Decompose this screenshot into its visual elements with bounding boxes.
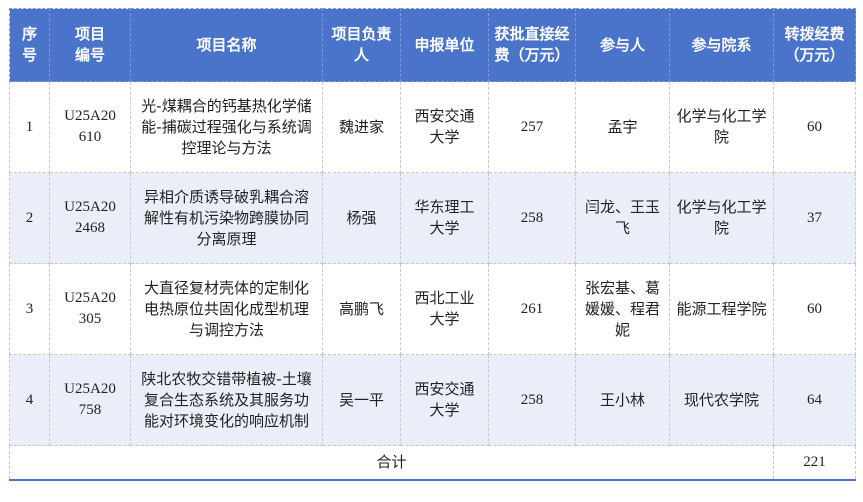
- header-name: 项目名称: [130, 8, 323, 82]
- cell-no: 4: [9, 354, 50, 446]
- header-row: 序号 项目编号 项目名称 项目负责人 申报单位 获批直接经费（万元） 参与人 参…: [9, 8, 856, 82]
- cell-no: 2: [9, 172, 50, 264]
- header-direct-funding: 获批直接经费（万元）: [488, 8, 576, 82]
- cell-code: U25A20610: [49, 81, 131, 173]
- cell-name: 陕北农牧交错带植被-土壤复合生态系统及其服务功能对环境变化的响应机制: [130, 354, 323, 446]
- table-row: 3 U25A20305 大直径复材壳体的定制化电热原位共固化成型机理与调控方法 …: [9, 263, 856, 355]
- cell-leader: 高鹏飞: [322, 263, 401, 355]
- cell-transfer-funding: 60: [773, 81, 856, 173]
- cell-name: 光-煤耦合的钙基热化学储能-捕碳过程强化与系统调控理论与方法: [130, 81, 323, 173]
- header-transfer-funding: 转拨经费（万元）: [773, 8, 856, 82]
- cell-dept: 现代农学院: [669, 354, 774, 446]
- cell-members: 孟宇: [575, 81, 670, 173]
- cell-unit: 西安交通大学: [400, 354, 489, 446]
- cell-transfer-funding: 37: [773, 172, 856, 264]
- cell-members: 王小林: [575, 354, 670, 446]
- cell-name: 大直径复材壳体的定制化电热原位共固化成型机理与调控方法: [130, 263, 323, 355]
- cell-name: 异相介质诱导破乳耦合溶解性有机污染物跨膜协同分离原理: [130, 172, 323, 264]
- header-members: 参与人: [575, 8, 670, 82]
- funding-table: 序号 项目编号 项目名称 项目负责人 申报单位 获批直接经费（万元） 参与人 参…: [9, 8, 856, 481]
- cell-members: 闫龙、王玉飞: [575, 172, 670, 264]
- cell-unit: 西北工业大学: [400, 263, 489, 355]
- cell-transfer-funding: 60: [773, 263, 856, 355]
- cell-direct-funding: 258: [488, 354, 576, 446]
- cell-direct-funding: 258: [488, 172, 576, 264]
- cell-dept: 化学与化工学院: [669, 81, 774, 173]
- table-row: 4 U25A20758 陕北农牧交错带植被-土壤复合生态系统及其服务功能对环境变…: [9, 354, 856, 446]
- total-value: 221: [773, 445, 856, 481]
- table-row: 2 U25A202468 异相介质诱导破乳耦合溶解性有机污染物跨膜协同分离原理 …: [9, 172, 856, 264]
- header-leader: 项目负责人: [322, 8, 401, 82]
- cell-direct-funding: 257: [488, 81, 576, 173]
- header-unit: 申报单位: [400, 8, 489, 82]
- cell-leader: 吴一平: [322, 354, 401, 446]
- cell-code: U25A202468: [49, 172, 131, 264]
- cell-no: 3: [9, 263, 50, 355]
- cell-dept: 能源工程学院: [669, 263, 774, 355]
- total-row: 合计 221: [9, 445, 856, 481]
- cell-leader: 杨强: [322, 172, 401, 264]
- header-dept: 参与院系: [669, 8, 774, 82]
- total-label: 合计: [9, 445, 774, 481]
- header-no: 序号: [9, 8, 50, 82]
- cell-unit: 华东理工大学: [400, 172, 489, 264]
- cell-leader: 魏进家: [322, 81, 401, 173]
- cell-transfer-funding: 64: [773, 354, 856, 446]
- cell-dept: 化学与化工学院: [669, 172, 774, 264]
- cell-direct-funding: 261: [488, 263, 576, 355]
- cell-code: U25A20758: [49, 354, 131, 446]
- cell-code: U25A20305: [49, 263, 131, 355]
- header-code: 项目编号: [49, 8, 131, 82]
- table-row: 1 U25A20610 光-煤耦合的钙基热化学储能-捕碳过程强化与系统调控理论与…: [9, 81, 856, 173]
- cell-unit: 西安交通大学: [400, 81, 489, 173]
- cell-no: 1: [9, 81, 50, 173]
- cell-members: 张宏基、葛媛媛、程君妮: [575, 263, 670, 355]
